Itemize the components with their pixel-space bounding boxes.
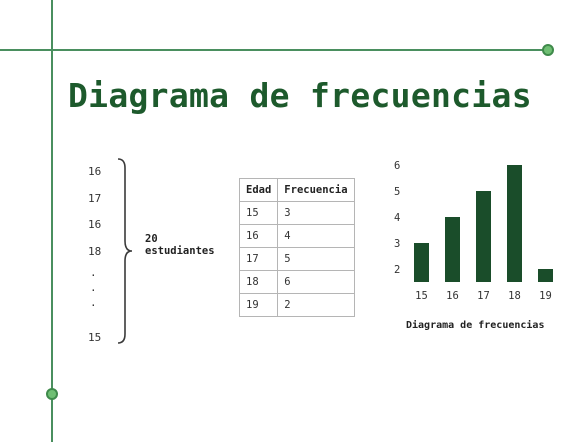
list-item: 15	[88, 331, 102, 344]
frequency-cell: 4	[277, 224, 355, 248]
list-item: .	[90, 281, 97, 294]
frequency-cell: 3	[277, 201, 355, 225]
frequency-cell: 5	[277, 247, 355, 271]
table-row: 15 3	[238, 201, 355, 225]
table-row: 17 5	[238, 247, 355, 271]
bar-15	[414, 243, 429, 282]
bar-19	[538, 269, 553, 282]
students-word: estudiantes	[145, 245, 215, 257]
age-cell: 19	[238, 293, 279, 317]
table-row: 16 4	[238, 224, 355, 248]
frequency-cell: 6	[277, 270, 355, 294]
slide-title: Diagrama de frecuencias	[68, 76, 532, 115]
x-tick-label: 18	[508, 290, 521, 302]
frequency-cell: 2	[277, 293, 355, 317]
table-row: 19 2	[238, 293, 355, 317]
x-tick-label: 16	[446, 290, 459, 302]
frequency-bar-chart: 2 3 4 5 6 15 16 17 18 19	[394, 160, 553, 302]
list-item: .	[90, 296, 97, 309]
bar-17	[476, 191, 491, 282]
list-item: 17	[88, 192, 102, 205]
y-tick-label: 5	[394, 186, 400, 198]
y-tick-label: 2	[394, 264, 400, 276]
y-tick-label: 6	[394, 160, 400, 172]
x-tick-label: 19	[539, 290, 552, 302]
bar-16	[445, 217, 460, 282]
x-tick-label: 17	[477, 290, 490, 302]
top-right-dot	[542, 44, 554, 56]
chart-title: Diagrama de frecuencias	[406, 320, 545, 331]
column-header-edad: Edad	[238, 178, 279, 202]
frequency-table: Edad Frecuencia 15 3 16 4 17 5 18 6 19	[238, 178, 355, 317]
age-cell: 16	[238, 224, 279, 248]
left-divider-line	[51, 0, 53, 442]
column-header-frecuencia: Frecuencia	[277, 178, 355, 202]
list-item: 16	[88, 218, 102, 231]
bottom-left-dot	[46, 388, 58, 400]
y-tick-label: 3	[394, 238, 400, 250]
bar-18	[507, 165, 522, 282]
age-cell: 17	[238, 247, 279, 271]
students-count: 20	[145, 233, 158, 245]
top-divider-line	[0, 49, 550, 51]
table-row: 18 6	[238, 270, 355, 294]
age-cell: 18	[238, 270, 279, 294]
curly-brace-icon	[117, 158, 132, 344]
list-item: .	[90, 266, 97, 279]
x-tick-label: 15	[415, 290, 428, 302]
list-item: 16	[88, 165, 102, 178]
age-cell: 15	[238, 201, 279, 225]
list-item: 18	[88, 245, 102, 258]
table-header-row: Edad Frecuencia	[238, 178, 355, 202]
y-tick-label: 4	[394, 212, 400, 224]
students-label: 20 estudiantes	[145, 233, 215, 257]
